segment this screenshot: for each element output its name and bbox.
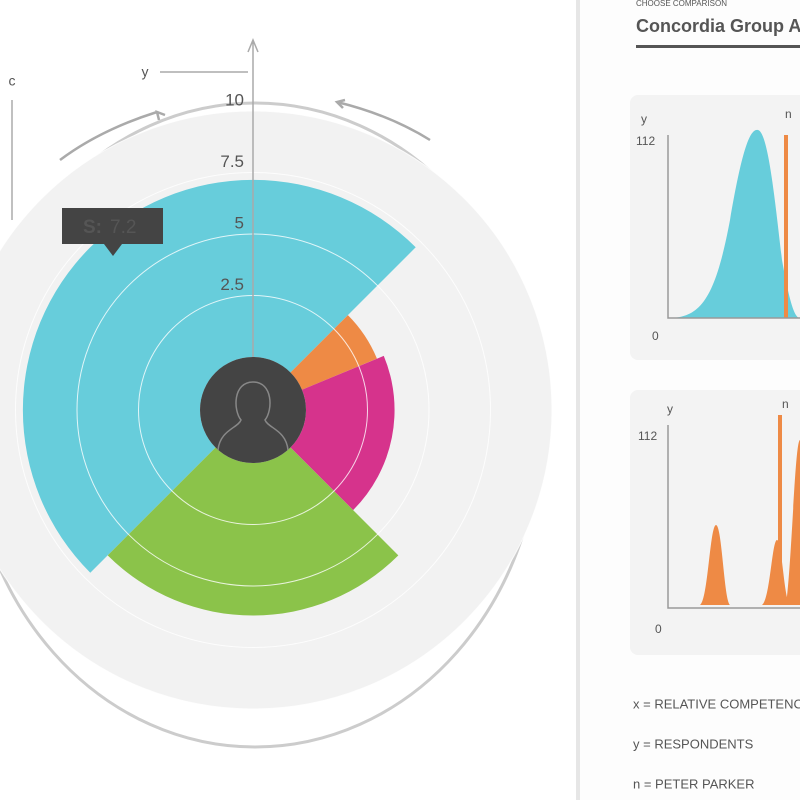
panel-labels: y 112 0 n y 112 0 n	[636, 107, 792, 636]
distribution	[668, 129, 800, 318]
avatar-icon	[217, 381, 289, 451]
legend-item: y = RESPONDENTS	[633, 736, 754, 751]
avatar	[200, 357, 306, 463]
marker-label: n	[785, 107, 792, 121]
tick-label: 2.5	[220, 275, 244, 294]
axis-label: c	[9, 73, 16, 89]
comparison-select[interactable]: Concordia Group A	[636, 16, 800, 36]
rotate-arrow	[59, 109, 166, 162]
tick-label: 10	[225, 90, 244, 109]
marker-line	[784, 135, 788, 318]
segment	[22, 179, 416, 573]
marker-line	[778, 415, 782, 605]
legend-item: n = PETER PARKER	[633, 776, 755, 791]
legend: x = RELATIVE COMPETENC y = RESPONDENTS n =…	[633, 696, 800, 791]
legend-item: x = RELATIVE COMPETENC	[633, 696, 800, 711]
tooltip-value: 7.2	[110, 217, 136, 238]
tick-label: 112	[636, 134, 655, 148]
segment	[290, 315, 377, 390]
segment	[107, 447, 399, 616]
rotate-arrow	[334, 98, 431, 142]
tick-label: 0	[652, 329, 659, 343]
select-underline	[636, 45, 800, 48]
axis-label: y	[142, 64, 149, 80]
tooltip-label: S:	[83, 217, 102, 238]
segment	[290, 355, 395, 511]
tick-label: 112	[638, 429, 657, 443]
distribution	[700, 440, 800, 605]
tick-label: 5	[235, 213, 244, 232]
marker-label: n	[782, 397, 789, 411]
tick-label: 0	[655, 622, 662, 636]
radial-axis	[247, 38, 259, 410]
panel	[630, 390, 800, 655]
polar-chart: c y 2.5 5 7.5 10 S: 7.2	[0, 38, 553, 749]
axis-label: y	[667, 402, 673, 416]
panel-axes	[667, 135, 800, 609]
axis-label: y	[641, 112, 647, 126]
tooltip	[62, 208, 163, 256]
tick-label: 7.5	[220, 152, 244, 171]
caption: CHOOSE COMPARISON	[636, 0, 727, 8]
